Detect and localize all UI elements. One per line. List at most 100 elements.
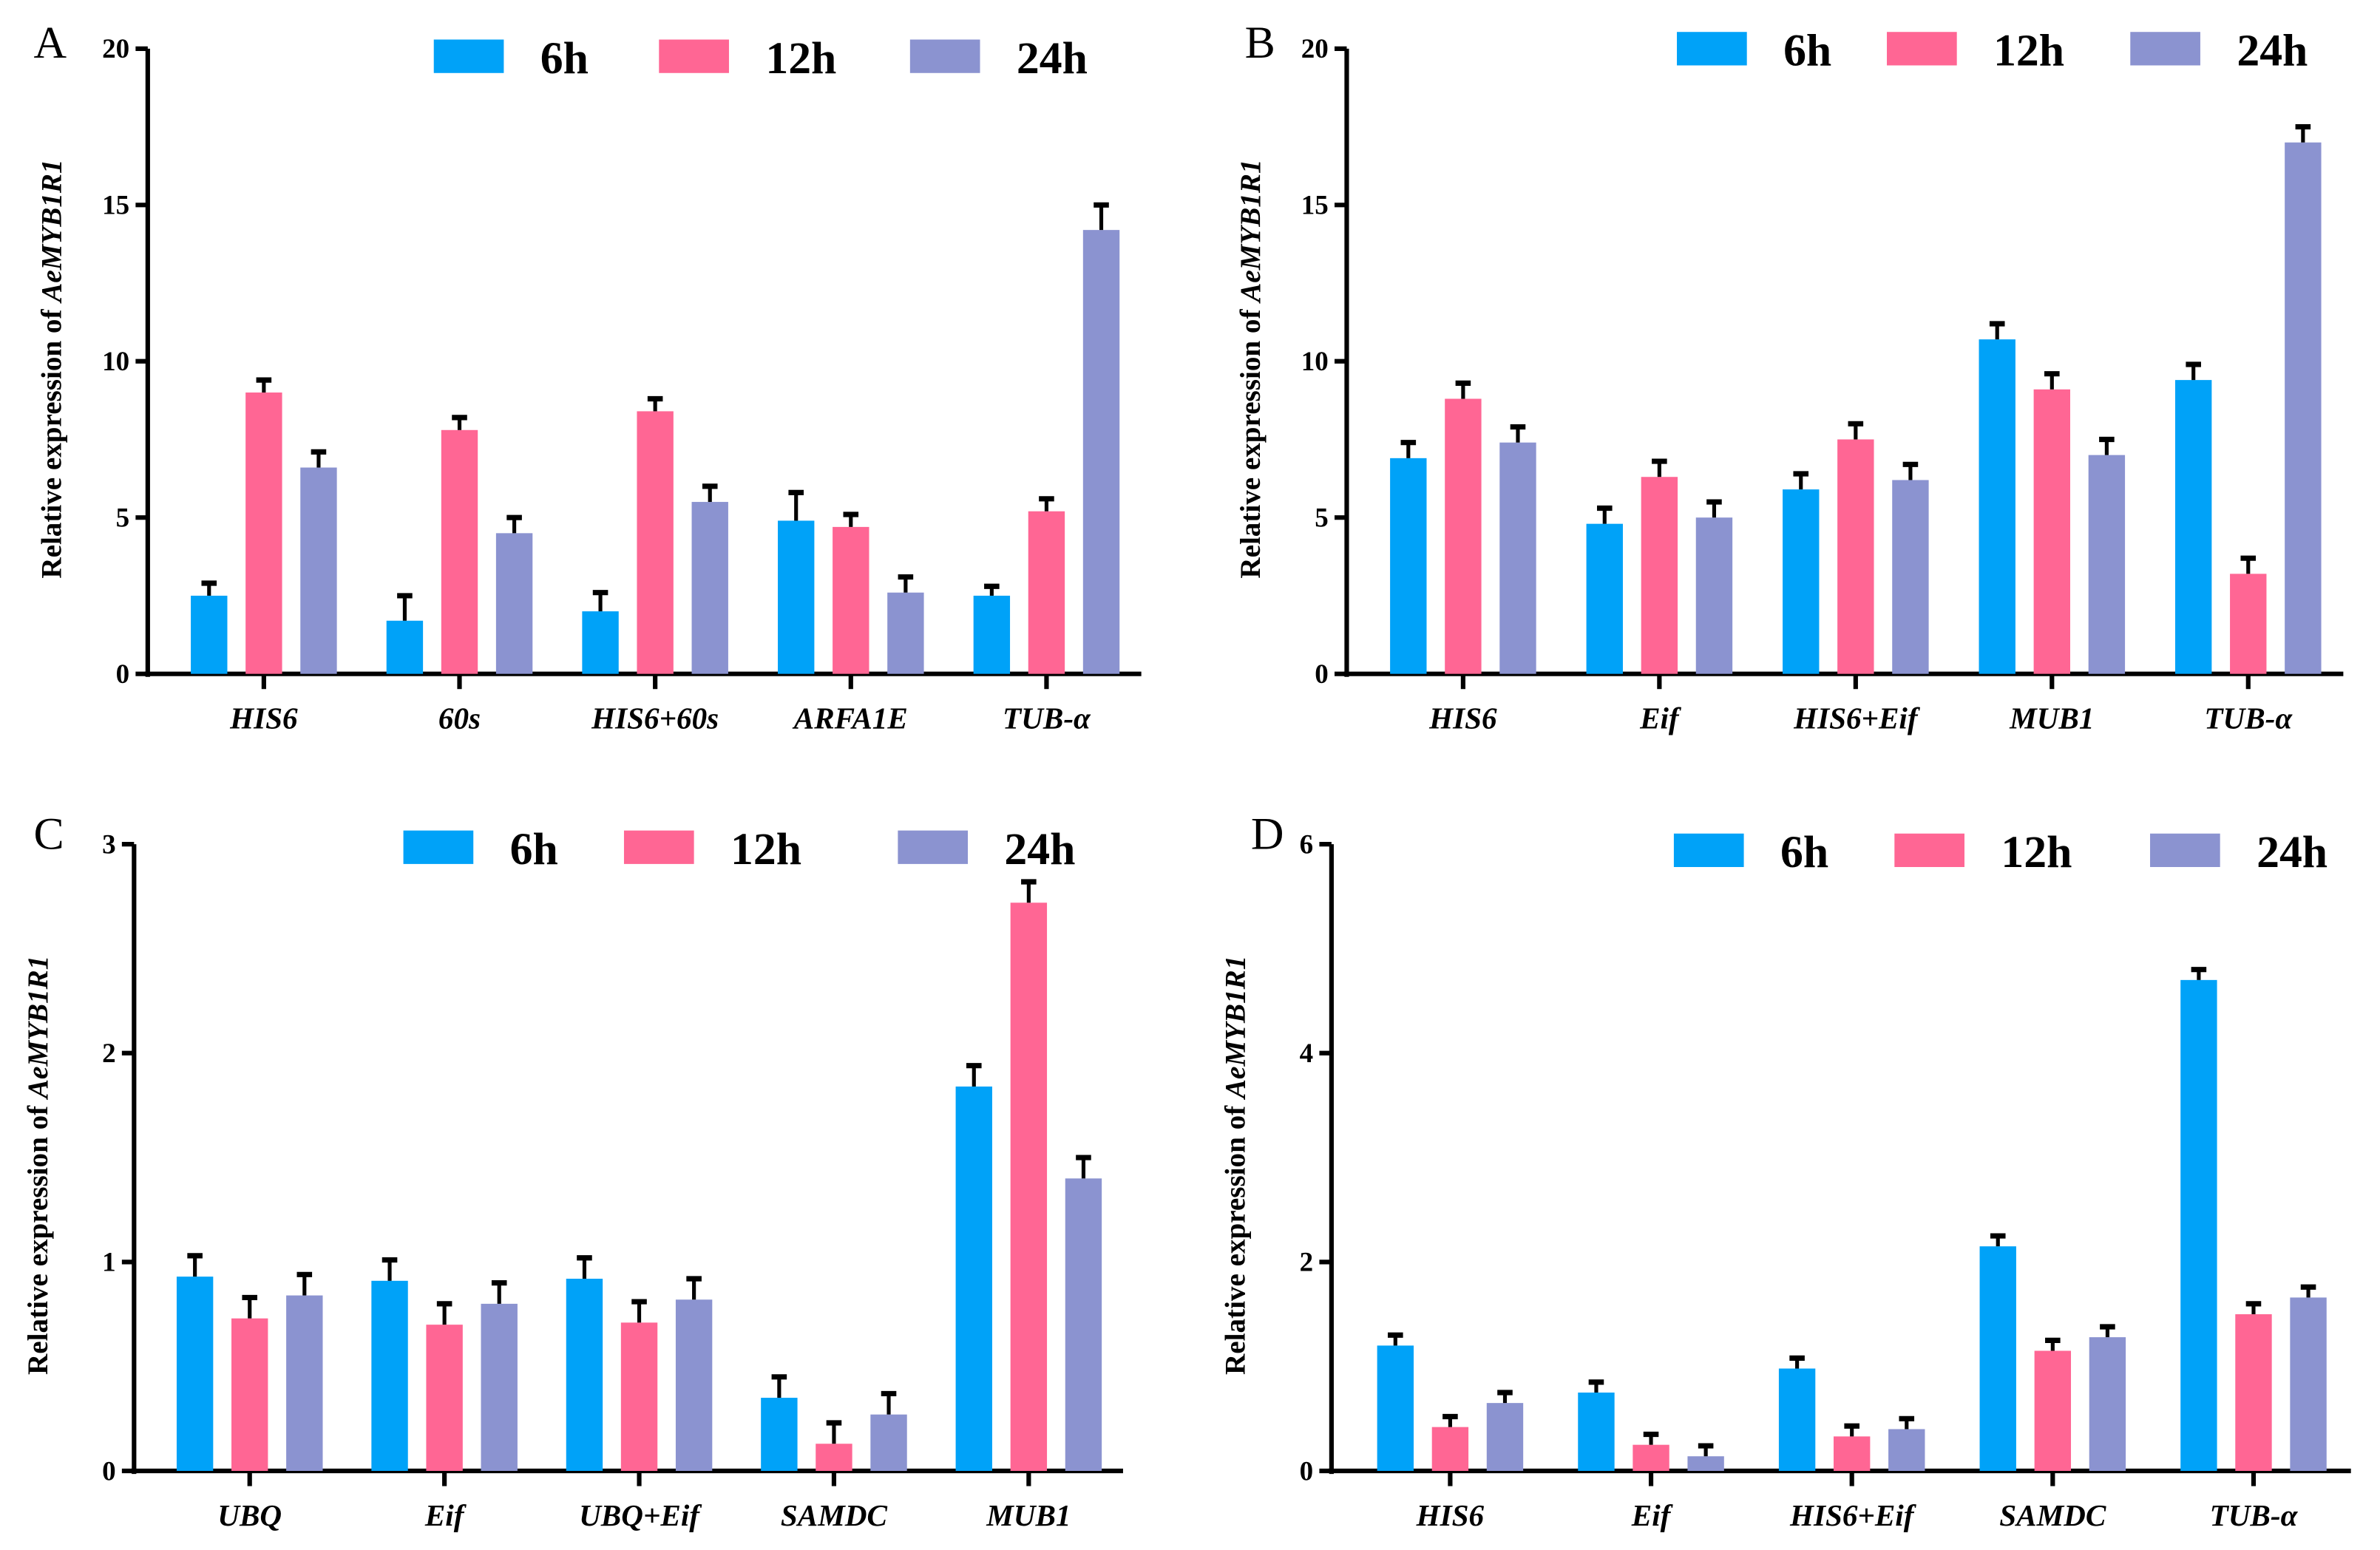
- bar-6h-MUB1: [955, 1086, 992, 1471]
- legend-swatch-12h: [1894, 833, 1964, 868]
- bar-24h-HIS6: [300, 467, 337, 674]
- bar-24h-HIS6: [1499, 442, 1536, 674]
- y-axis-label: Relative expression of AeMYB1R1: [1235, 159, 1267, 578]
- x-tick-label: ARFA1E: [792, 701, 908, 735]
- bar-12h-HIS6: [1445, 398, 1482, 674]
- x-tick-label: TUB-α: [1003, 701, 1091, 735]
- bar-6h-SAMDC: [1979, 1246, 2016, 1471]
- y-tick-label: 15: [102, 191, 129, 221]
- bar-6h-Eif: [1586, 523, 1623, 674]
- legend-label: 6h: [510, 824, 558, 874]
- bar-6h-HIS6+60s: [582, 611, 619, 674]
- bar-24h-UBQ: [286, 1295, 323, 1471]
- y-tick-label: 5: [1315, 503, 1329, 534]
- bar-12h-Eif: [1641, 477, 1678, 674]
- bar-6h-ARFA1E: [778, 520, 815, 674]
- legend-label: 24h: [1017, 33, 1088, 84]
- bar-12h-HIS6: [245, 392, 282, 674]
- bar-12h-TUB-α: [2230, 574, 2267, 674]
- bar-24h-HIS6+Eif: [1888, 1429, 1925, 1471]
- y-axis-label-gene: AeMYB1R1: [1220, 956, 1252, 1101]
- y-tick-label: 2: [102, 1039, 116, 1069]
- bar-24h-MUB1: [1065, 1178, 1102, 1471]
- bar-24h-TUB-α: [1082, 230, 1120, 674]
- bar-6h-HIS6: [1377, 1345, 1414, 1471]
- legend-label: 24h: [2257, 827, 2328, 877]
- y-tick-label: 4: [1300, 1039, 1314, 1069]
- legend-swatch-6h: [433, 39, 504, 73]
- legend-label: 24h: [1004, 824, 1075, 874]
- bar-24h-Eif: [1695, 517, 1733, 674]
- legend-swatch-6h: [1673, 833, 1744, 868]
- bar-24h-60s: [495, 533, 533, 674]
- y-axis-label-prefix: Relative expression of: [22, 1098, 54, 1375]
- legend-swatch-6h: [403, 830, 474, 864]
- panel-label: D: [1251, 809, 1284, 859]
- panel-D: D 0 2 4 6 Relative expression of AeMYB1R1 HIS6…: [1220, 809, 2351, 1532]
- bar-6h-Eif: [1578, 1393, 1615, 1471]
- x-tick-label: UBQ: [217, 1498, 282, 1532]
- legend-swatch-24h: [909, 39, 980, 73]
- panel-label: B: [1245, 18, 1275, 68]
- bar-12h-HIS6+60s: [637, 411, 674, 674]
- legend-swatch-24h: [898, 830, 969, 864]
- bar-12h-HIS6: [1431, 1427, 1469, 1471]
- panel-B: B 0 5 10 15 20 Relative expression of AeMYB1R1…: [1235, 18, 2344, 735]
- bar-6h-HIS6+Eif: [1778, 1368, 1816, 1471]
- y-tick-label: 0: [116, 659, 130, 690]
- x-tick-label: UBQ+Eif: [579, 1498, 702, 1532]
- x-tick-label: TUB-α: [2210, 1498, 2299, 1532]
- bar-24h-HIS6: [1486, 1403, 1524, 1471]
- bar-12h-TUB-α: [1028, 511, 1065, 674]
- bar-12h-SAMDC: [2034, 1350, 2072, 1471]
- y-tick-label: 0: [1300, 1456, 1314, 1486]
- bar-6h-Eif: [371, 1280, 408, 1471]
- bar-12h-Eif: [1633, 1444, 1669, 1471]
- y-tick-label: 2: [1300, 1248, 1314, 1278]
- legend-swatch-6h: [1677, 32, 1747, 66]
- bar-6h-HIS6: [1390, 458, 1427, 674]
- bar-12h-MUB1: [1010, 903, 1048, 1471]
- legend-label: 12h: [765, 33, 836, 84]
- x-tick-label: Eif: [424, 1498, 467, 1532]
- bar-12h-UBQ+Eif: [620, 1322, 658, 1471]
- y-tick-label: 5: [116, 503, 130, 534]
- bar-24h-SAMDC: [2089, 1337, 2126, 1471]
- legend-label: 12h: [730, 824, 801, 874]
- x-tick-label: HIS6+60s: [591, 701, 719, 735]
- bar-12h-UBQ: [231, 1318, 268, 1471]
- panel-label: C: [33, 809, 64, 859]
- y-axis-label: Relative expression of AeMYB1R1: [22, 956, 54, 1375]
- bar-12h-60s: [441, 429, 478, 674]
- y-tick-label: 6: [1300, 829, 1314, 860]
- legend-label: 12h: [2001, 827, 2072, 877]
- y-axis-label-gene: AeMYB1R1: [36, 159, 68, 304]
- y-axis-label-prefix: Relative expression of: [36, 302, 68, 579]
- panel-label: A: [33, 18, 67, 68]
- bar-24h-UBQ+Eif: [675, 1299, 713, 1471]
- bar-6h-TUB-α: [2174, 380, 2212, 674]
- x-tick-label: Eif: [1631, 1498, 1674, 1532]
- bar-6h-MUB1: [1979, 339, 2015, 674]
- bar-24h-TUB-α: [2285, 142, 2322, 674]
- x-tick-label: HIS6: [229, 701, 298, 735]
- bar-6h-TUB-α: [2180, 979, 2217, 1471]
- bar-24h-MUB1: [2088, 455, 2126, 674]
- bar-24h-HIS6+60s: [691, 502, 728, 674]
- legend-label: 12h: [1993, 25, 2064, 75]
- x-tick-label: HIS6+Eif: [1793, 701, 1921, 735]
- bar-6h-HIS6+Eif: [1783, 489, 1820, 674]
- bar-6h-UBQ+Eif: [566, 1278, 603, 1471]
- bar-6h-SAMDC: [761, 1398, 798, 1471]
- x-tick-label: HIS6+Eif: [1789, 1498, 1917, 1532]
- y-axis-label-gene: AeMYB1R1: [1235, 159, 1267, 304]
- bar-24h-HIS6+Eif: [1892, 480, 1929, 674]
- legend-label: 6h: [1783, 25, 1831, 75]
- y-tick-label: 1: [102, 1248, 116, 1278]
- panel-A: A 0 5 10 15 20 Relative expression of AeMYB1R1…: [33, 18, 1142, 735]
- bar-6h-UBQ: [176, 1277, 214, 1471]
- bar-12h-ARFA1E: [833, 526, 869, 674]
- x-tick-label: TUB-α: [2204, 701, 2293, 735]
- y-tick-label: 10: [1301, 347, 1329, 377]
